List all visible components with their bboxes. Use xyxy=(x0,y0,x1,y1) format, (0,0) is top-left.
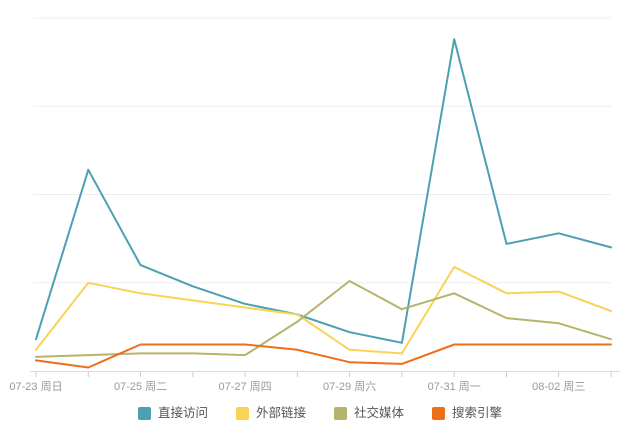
series-line-2 xyxy=(35,280,612,358)
legend-label: 直接访问 xyxy=(157,406,208,420)
legend-label: 社交媒体 xyxy=(354,406,405,420)
legend-marker-icon xyxy=(432,407,446,420)
legend-item-1[interactable]: 外部链接 xyxy=(235,406,306,420)
legend-marker-icon xyxy=(137,407,151,420)
series-line-0 xyxy=(35,38,612,344)
x-axis-label: 07-31 周一 xyxy=(428,380,481,393)
axis-group xyxy=(30,371,620,377)
legend-item-2[interactable]: 社交媒体 xyxy=(334,407,404,420)
legend-marker-icon xyxy=(334,407,347,420)
legend-item-0[interactable]: 直接访问 xyxy=(137,406,208,420)
x-axis-label: 07-25 周二 xyxy=(114,380,167,393)
series-line-1 xyxy=(35,265,612,355)
x-axis-label: 07-23 周日 xyxy=(9,380,62,393)
x-axis-label: 07-29 周六 xyxy=(323,380,376,393)
legend-item-3[interactable]: 搜索引擎 xyxy=(432,407,502,420)
series-line-3 xyxy=(35,343,612,369)
x-axis-label: 08-02 周三 xyxy=(532,380,585,393)
series-lines-group xyxy=(35,38,612,369)
chart-legend: 直接访问 外部链接 社交媒体 搜索引擎 xyxy=(0,407,640,420)
legend-label: 外部链接 xyxy=(255,406,306,420)
legend-label: 搜索引擎 xyxy=(452,406,503,420)
gridlines-group xyxy=(33,17,611,284)
legend-marker-icon xyxy=(235,407,249,420)
x-axis-label: 07-27 周四 xyxy=(218,380,271,393)
x-axis-labels-group: 07-23 周日 07-25 周二 07-27 周四 07-29 周六 07-31 周一… xyxy=(9,380,585,393)
